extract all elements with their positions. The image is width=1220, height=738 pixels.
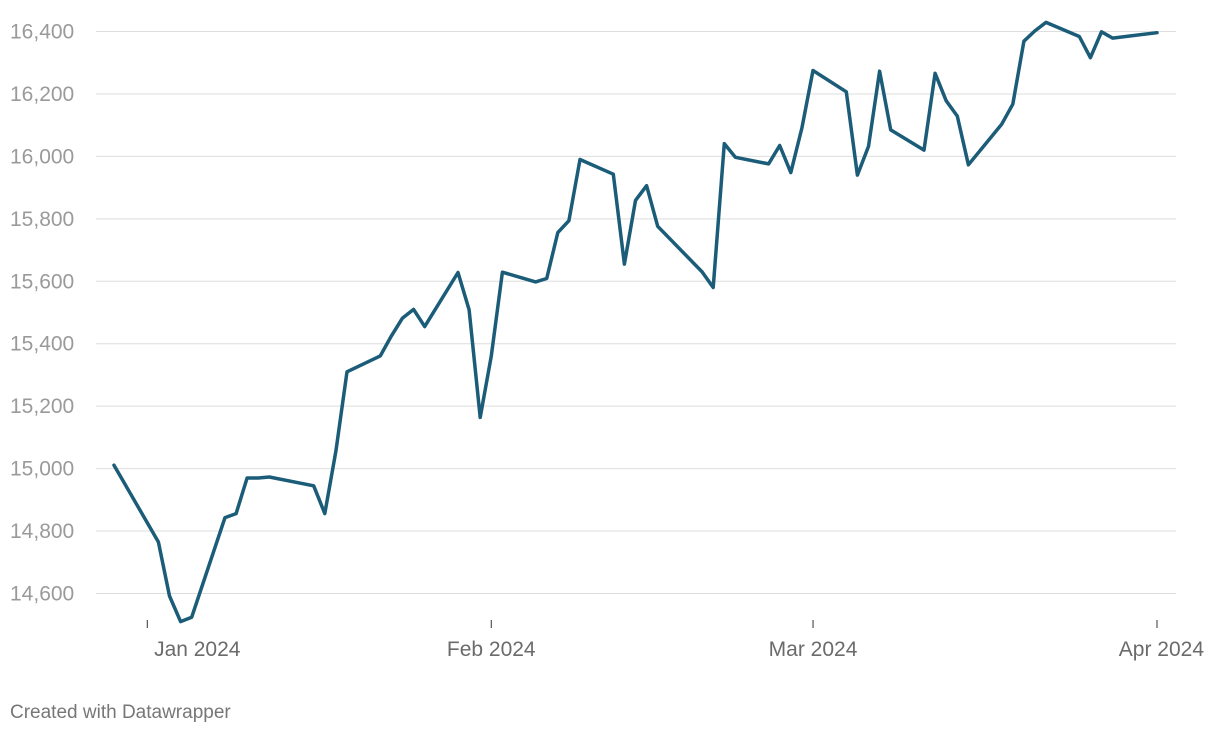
y-tick-label: 16,000 [10,145,74,168]
y-tick-label: 15,800 [10,208,74,231]
x-tick-label: Mar 2024 [769,638,858,661]
y-tick-label: 15,000 [10,458,74,481]
y-tick-label: 15,400 [10,333,74,356]
y-tick-label: 15,600 [10,270,74,293]
x-tick-label: Jan 2024 [154,638,241,661]
y-axis-tick-labels: 14,600 14,800 15,000 15,200 15,400 15,600 15,8… [10,21,74,606]
gridlines [96,31,1176,594]
series-layer [112,20,1159,624]
y-tick-label: 15,200 [10,395,74,418]
y-tick-label: 14,600 [10,583,74,606]
datawrapper-credit: Created with Datawrapper [10,702,231,723]
y-tick-label: 16,200 [10,83,74,106]
x-tick-label: Apr 2024 [1119,638,1205,661]
x-axis-tick-labels: Jan 2024 Feb 2024 Mar 2024 Apr 2024 [146,620,1205,661]
x-tick-label: Feb 2024 [447,638,536,661]
y-tick-label: 14,800 [10,520,74,543]
series-line [112,20,1159,624]
y-tick-label: 16,400 [10,21,74,44]
